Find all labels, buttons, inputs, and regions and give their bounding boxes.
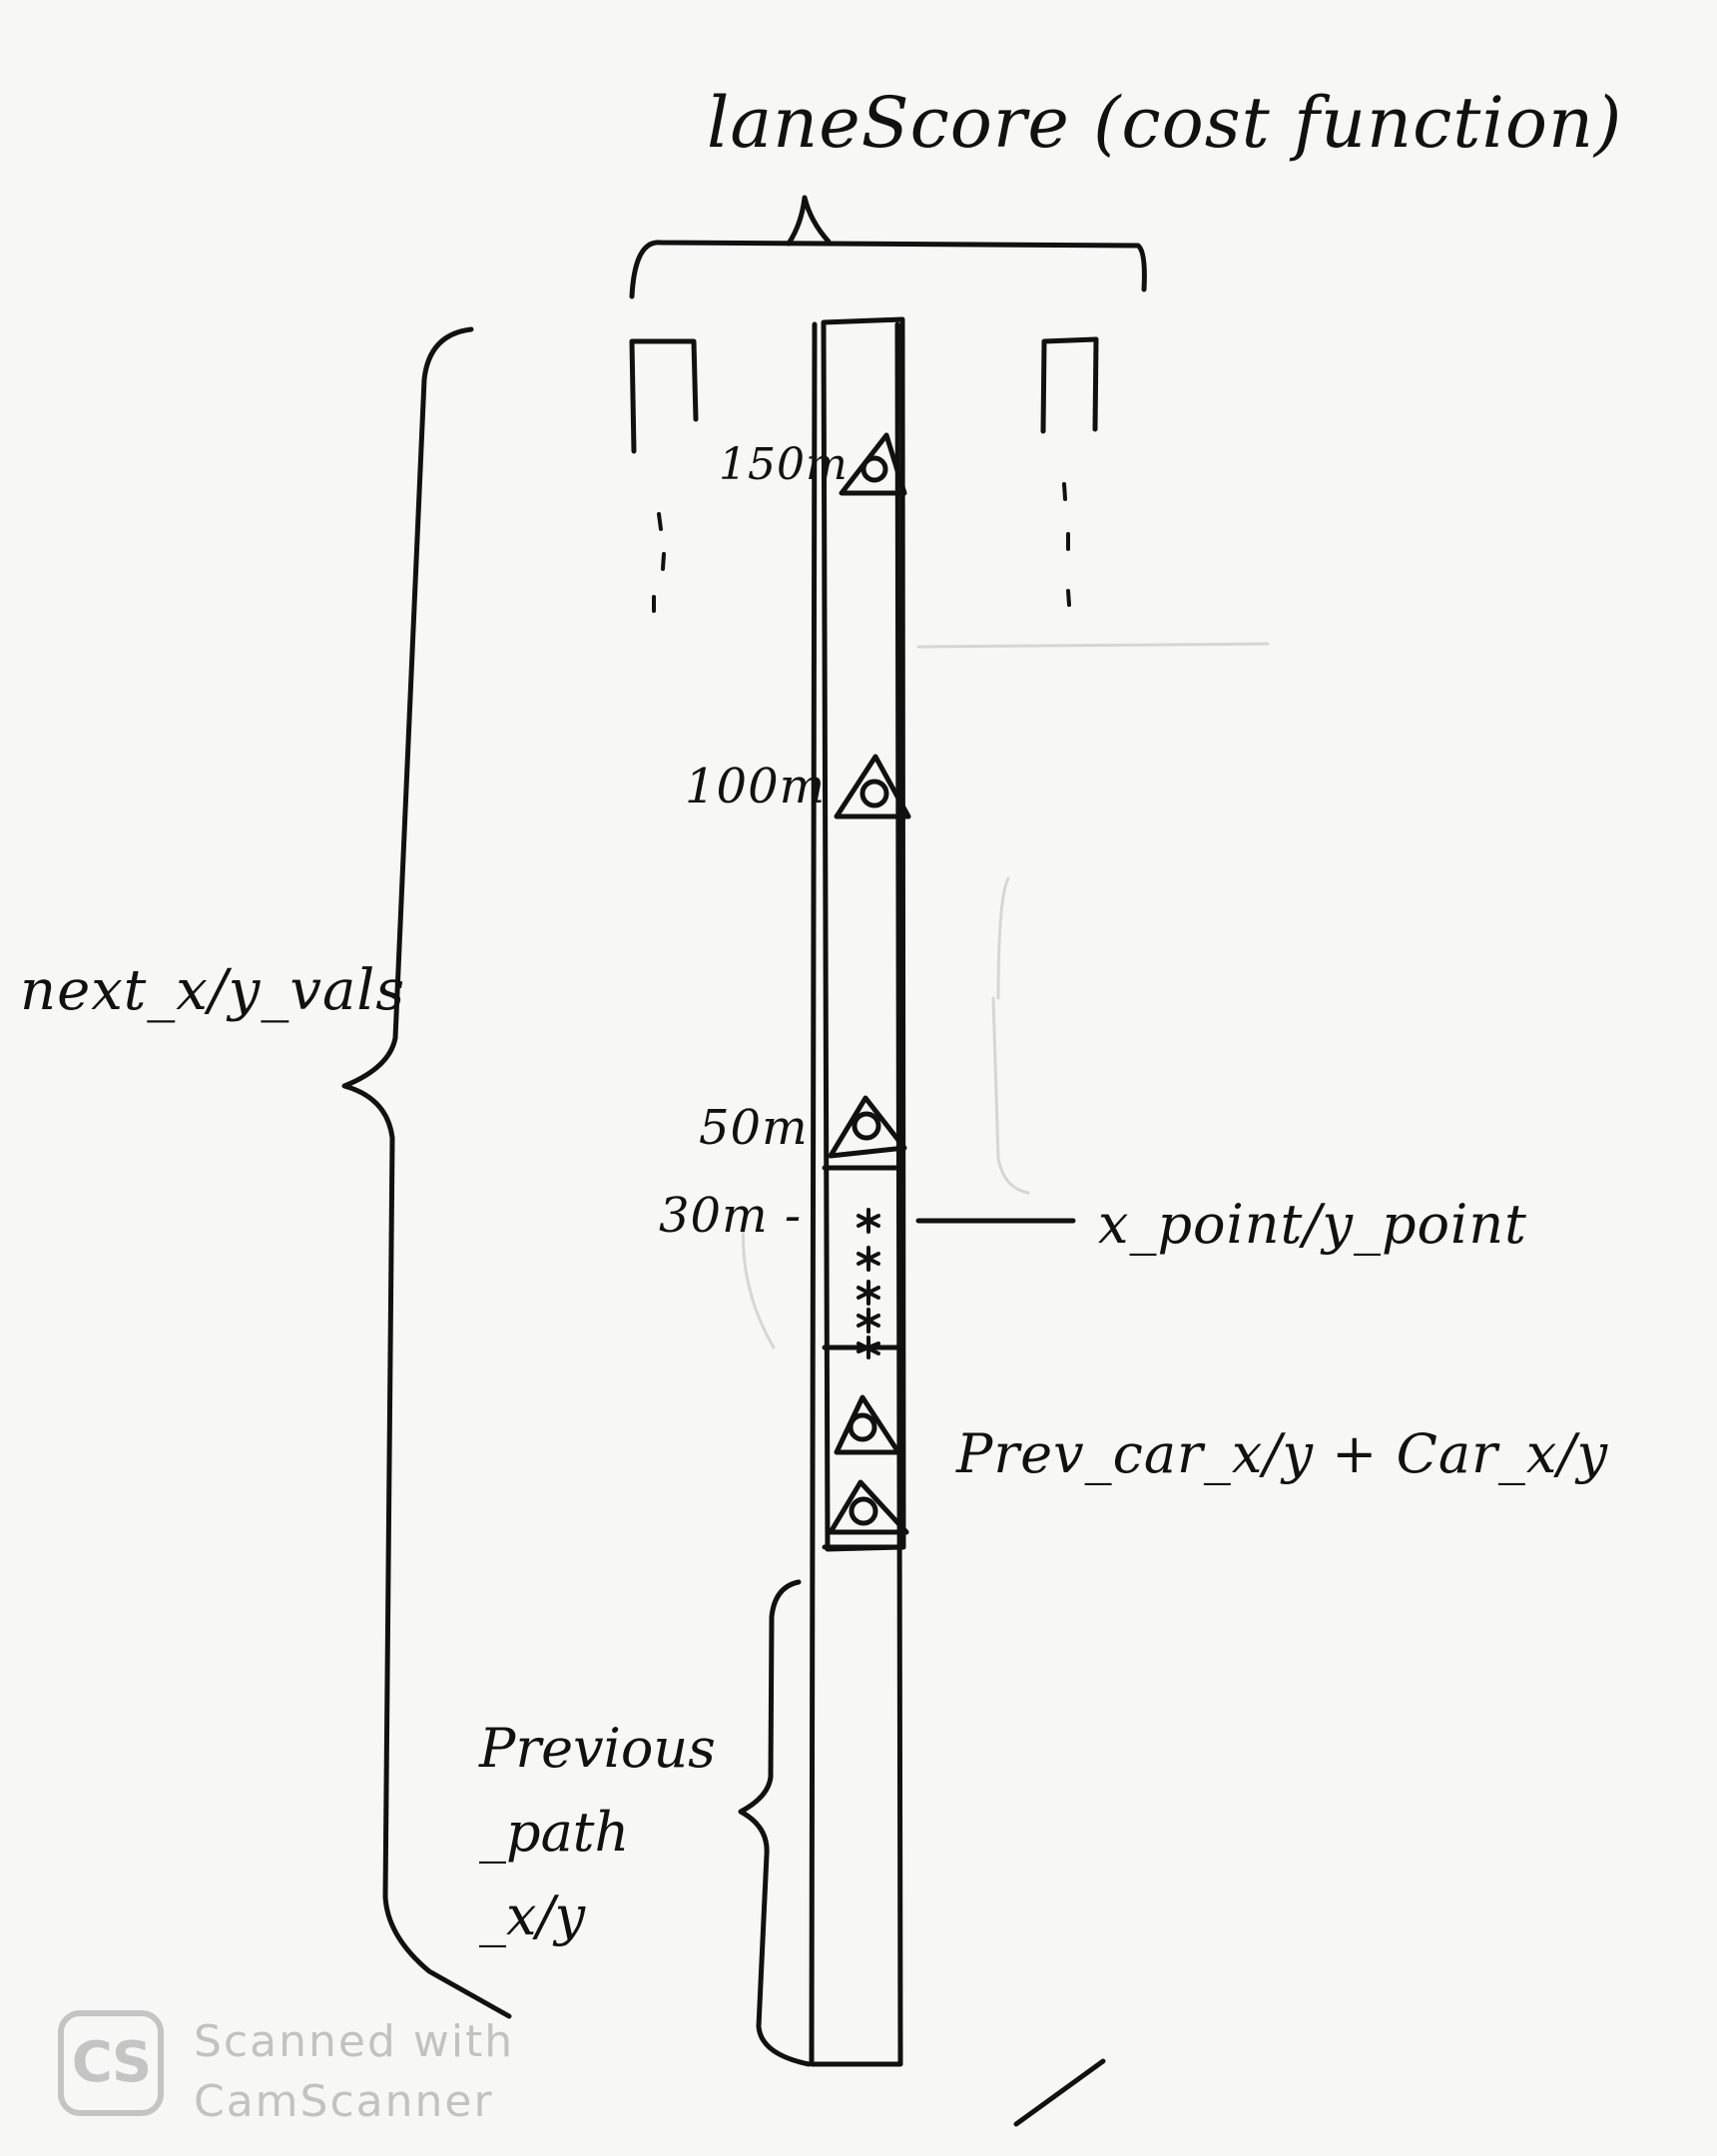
right-lane-marker bbox=[1040, 336, 1099, 434]
car-marker bbox=[828, 1479, 909, 1535]
watermark-line-1: Scanned with bbox=[194, 2016, 515, 2067]
prev-car-label: Prev_car_x/y + Car_x/y bbox=[956, 1422, 1609, 1485]
previous-path-brace bbox=[738, 1579, 812, 2067]
camscanner-logo: CS bbox=[58, 2010, 164, 2116]
previous-path-line-1: Previous bbox=[479, 1717, 716, 1780]
previous-path-label: Previous _path _x/y bbox=[479, 1707, 716, 1958]
distance-label-100m: 100m bbox=[685, 759, 827, 814]
watermark-line-2: CamScanner bbox=[194, 2076, 494, 2127]
center-lane bbox=[821, 316, 906, 1552]
previous-path-line-3: _x/y bbox=[479, 1885, 586, 1947]
next-vals-brace bbox=[341, 326, 512, 2019]
path-points bbox=[857, 1208, 880, 1359]
previous-path-line-2: _path bbox=[479, 1801, 630, 1864]
next-vals-label: next_x/y_vals bbox=[20, 958, 406, 1023]
distance-label-150m: 150m bbox=[719, 439, 849, 490]
left-lane-marker bbox=[629, 338, 699, 454]
distance-label-30m: 30m - bbox=[659, 1188, 803, 1244]
lane-score-brace bbox=[629, 240, 1147, 299]
car-150m-marker bbox=[839, 432, 907, 496]
point-label: x_point/y_point bbox=[1098, 1193, 1527, 1256]
prev-car-marker bbox=[834, 1394, 901, 1455]
watermark-text: Scanned with CamScanner bbox=[194, 2012, 514, 2132]
distance-label-50m: 50m bbox=[699, 1100, 809, 1156]
car-100m-marker bbox=[834, 754, 911, 819]
car-50m-marker bbox=[828, 1095, 907, 1159]
diagram-title: laneScore (cost function) bbox=[707, 82, 1623, 164]
